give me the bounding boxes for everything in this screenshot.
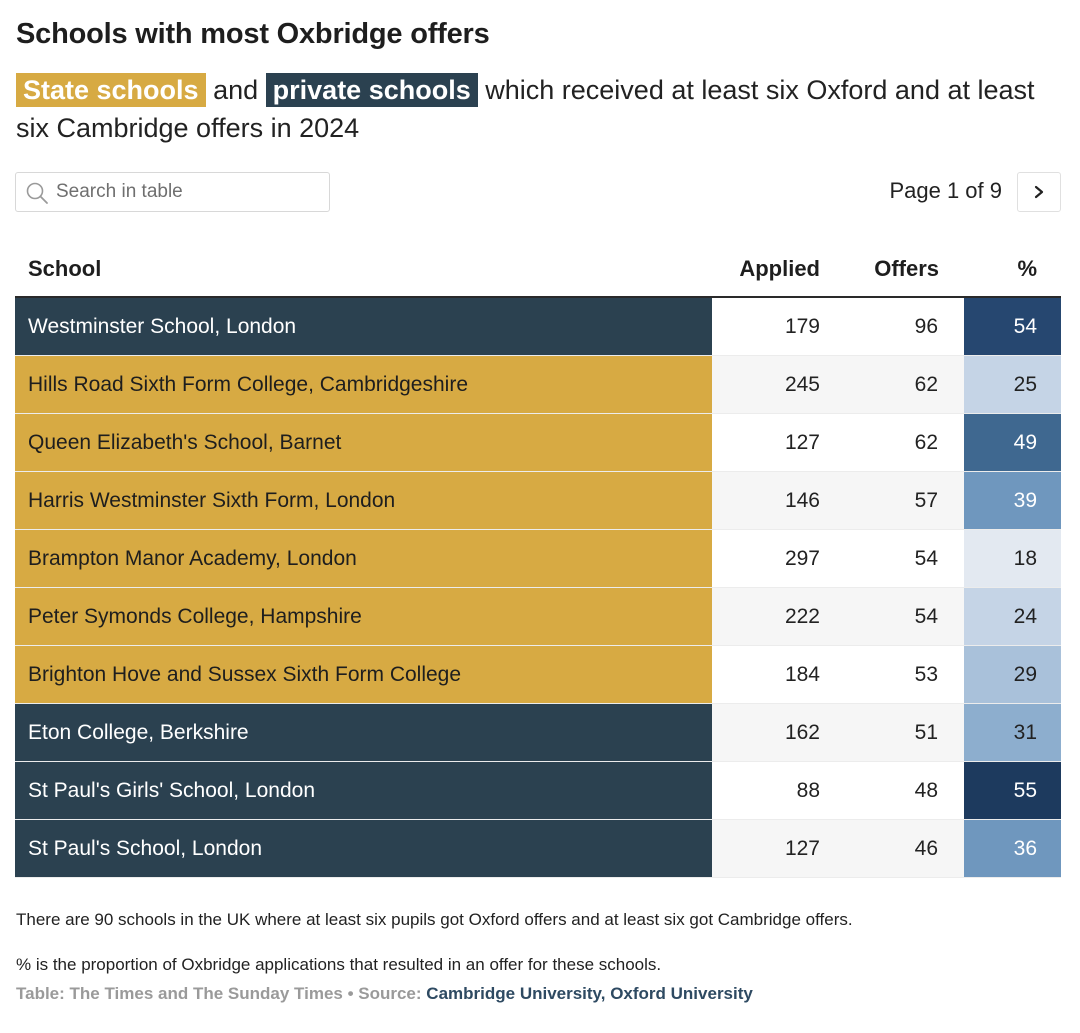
offer-percent: 29 [964,646,1061,703]
applied-count: 146 [712,472,847,529]
applied-count: 179 [784,314,820,338]
offers-count: 53 [914,662,938,686]
applied-count: 162 [712,704,847,761]
offers-count: 62 [914,430,938,454]
offers-count: 96 [914,314,938,338]
offers-count: 54 [847,588,964,645]
school-name: Westminster School, London [15,298,712,355]
credit-line: Table: The Times and The Sunday Times • … [16,984,753,1004]
table-row: Brighton Hove and Sussex Sixth Form Coll… [15,646,1061,704]
offers-count: 54 [914,546,938,570]
applied-count: 88 [796,778,820,802]
offers-count: 62 [847,356,964,413]
offers-count: 51 [847,704,964,761]
search-icon [26,182,48,204]
footnote-percent-definition: % is the proportion of Oxbridge applicat… [16,955,662,974]
table-row: Peter Symonds College, Hampshire 222 54 24 [15,588,1061,646]
table-row: Hills Road Sixth Form College, Cambridge… [15,356,1061,414]
offer-percent: 24 [964,588,1061,645]
school-name: Brampton Manor Academy, London [15,530,712,587]
school-name: Peter Symonds College, Hampshire [15,588,712,645]
next-page-button[interactable] [1017,172,1061,212]
offer-percent: 18 [964,530,1061,587]
offers-count: 48 [914,778,938,802]
applied-count: 297 [784,546,820,570]
school-name: St Paul's School, London [15,820,712,877]
applied-count: 245 [712,356,847,413]
offer-percent: 25 [964,356,1061,413]
applied-count: 184 [784,662,820,686]
table-row: Harris Westminster Sixth Form, London 146… [15,472,1061,530]
subtitle: State schools and private schools which … [16,71,1066,147]
table-row: St Paul's Girls' School, London 88 48 55 [15,762,1061,820]
table-row: Westminster School, London 179 96 54 [15,298,1061,356]
applied-count: 127 [712,820,847,877]
applied-count: 222 [712,588,847,645]
search-input[interactable] [56,173,321,211]
offer-percent: 36 [964,820,1061,877]
offer-percent: 39 [964,472,1061,529]
table-row: St Paul's School, London 127 46 36 [15,820,1061,878]
table-body: Westminster School, London 179 96 54 Hills R… [15,298,1061,878]
school-name: Queen Elizabeth's School, Barnet [15,414,712,471]
credit-source-link[interactable]: Cambridge University, Oxford University [426,984,753,1003]
offer-percent: 31 [964,704,1061,761]
footnote-schools-count: There are 90 schools in the UK where at … [16,910,853,929]
school-name: Eton College, Berkshire [15,704,712,761]
offers-count: 46 [847,820,964,877]
table-row: Queen Elizabeth's School, Barnet 127 62 49 [15,414,1061,472]
school-name: Brighton Hove and Sussex Sixth Form Coll… [15,646,712,703]
offers-count: 57 [847,472,964,529]
school-name: Hills Road Sixth Form College, Cambridge… [15,356,712,413]
header-offers[interactable]: Offers [874,256,939,281]
school-name: St Paul's Girls' School, London [15,762,712,819]
credit-prefix: Table: The Times and The Sunday Times • … [16,984,422,1003]
table-header: School Applied Offers % [15,246,1061,298]
table-row: Eton College, Berkshire 162 51 31 [15,704,1061,762]
page-indicator: Page 1 of 9 [889,178,1002,203]
offer-percent: 54 [964,298,1061,355]
subtitle-and: and [213,75,259,105]
schools-table: School Applied Offers % Westminster Scho… [15,246,1061,878]
table-row: Brampton Manor Academy, London 297 54 18 [15,530,1061,588]
header-applied[interactable]: Applied [739,256,820,281]
subtitle-rest: which received at least six Oxford and a… [16,75,1035,143]
header-school[interactable]: School [28,256,102,281]
search-box[interactable] [15,172,330,212]
page-title: Schools with most Oxbridge offers [16,18,490,50]
offer-percent: 55 [964,762,1061,819]
header-percent[interactable]: % [1017,256,1037,281]
private-schools-tag: private schools [265,73,478,107]
state-schools-tag: State schools [16,73,206,107]
applied-count: 127 [784,430,820,454]
school-name: Harris Westminster Sixth Form, London [15,472,712,529]
chevron-right-icon [1034,185,1044,199]
offer-percent: 49 [964,414,1061,471]
